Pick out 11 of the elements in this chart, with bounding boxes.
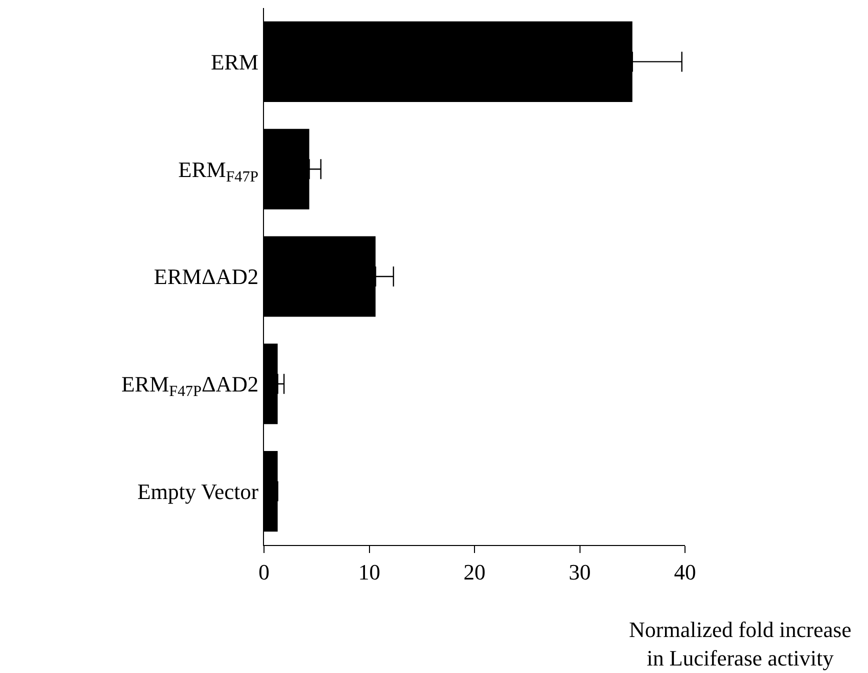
y-tick-label: ERMΔAD2 (154, 264, 258, 290)
y-tick-label: ERM$_{F47P}$ (178, 156, 258, 186)
y-tick-label: ERM (210, 49, 258, 74)
y-tick-label: ERM$_{F47P}$ΔAD2 (121, 372, 258, 400)
x-axis-title: Normalized fold increase in Luciferase activity (629, 617, 852, 671)
y-tick-label: Empty Vector (137, 479, 260, 504)
x-tick-label: 40 (674, 560, 696, 584)
x-tick-label: 30 (568, 560, 591, 584)
x-tick-label: 10 (358, 560, 380, 584)
x-tick-label: 0 (258, 560, 270, 584)
x-tick-label: 20 (464, 560, 486, 584)
